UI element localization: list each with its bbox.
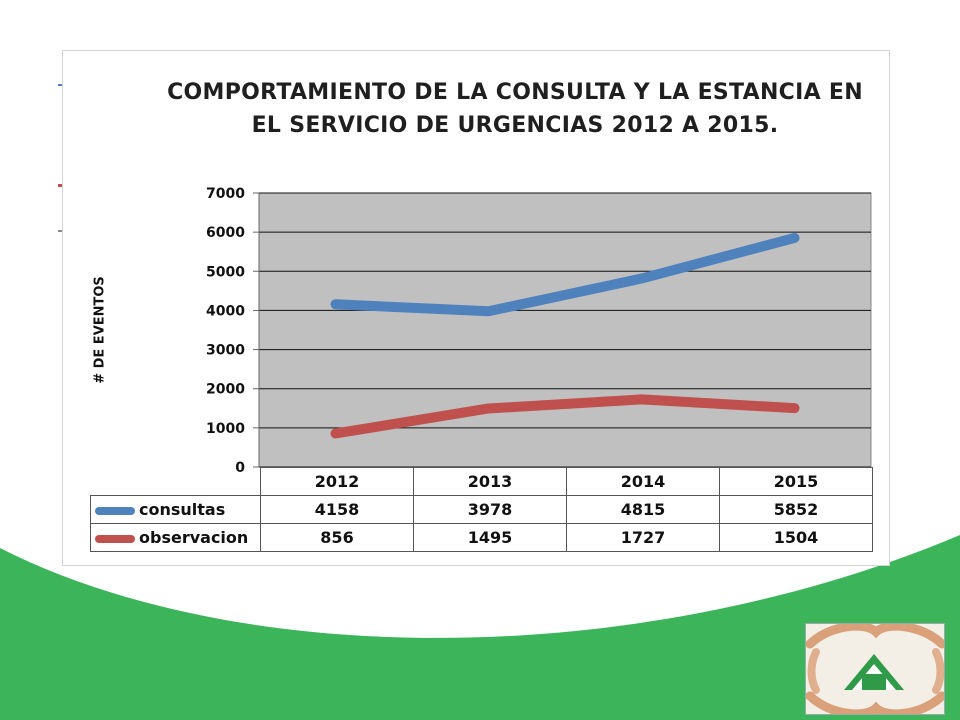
y-tick-label: 4000 <box>206 303 245 319</box>
data-point-consultas <box>640 277 643 280</box>
data-point-consultas <box>334 303 337 306</box>
legend-swatch-observacion <box>95 534 135 543</box>
plot-area <box>258 192 872 468</box>
table-corner-cell <box>90 467 261 496</box>
series-line-observacion <box>330 394 800 439</box>
table-row-observacion: observacion 856 1495 1727 1504 <box>90 523 873 552</box>
data-table: 2012 2013 2014 2015 consultas 4158 3978 … <box>90 467 873 552</box>
data-point-consultas <box>793 236 796 239</box>
legend-label-observacion: observacion <box>139 528 249 547</box>
legend-entry-consultas: consultas <box>90 495 261 524</box>
y-tick-label: 6000 <box>206 225 245 241</box>
series-line-consultas <box>330 232 800 317</box>
table-cell: 3978 <box>413 495 567 524</box>
chart-title: COMPORTAMIENTO DE LA CONSULTA Y LA ESTAN… <box>167 80 863 138</box>
table-row-consultas: consultas 4158 3978 4815 5852 <box>90 495 873 524</box>
y-tick-label: 1000 <box>206 421 245 437</box>
legend-swatch-consultas <box>95 506 135 515</box>
slide-edge-marks <box>58 84 62 232</box>
table-header-row: 2012 2013 2014 2015 <box>90 467 873 496</box>
y-tick-label: 7000 <box>206 186 245 202</box>
data-point-observacion <box>334 432 337 435</box>
table-cell: 1495 <box>413 523 567 552</box>
table-header-2012: 2012 <box>260 467 414 496</box>
data-point-consultas <box>487 310 490 313</box>
table-cell: 4815 <box>566 495 720 524</box>
hands-house-logo <box>805 623 945 715</box>
data-point-observacion <box>487 407 490 410</box>
data-point-observacion <box>793 407 796 410</box>
table-cell: 1504 <box>719 523 873 552</box>
table-header-2013: 2013 <box>413 467 567 496</box>
legend-label-consultas: consultas <box>139 500 226 519</box>
green-swoosh-band <box>0 535 960 720</box>
table-cell: 5852 <box>719 495 873 524</box>
y-tick-label: 5000 <box>206 264 245 280</box>
legend-entry-observacion: observacion <box>90 523 261 552</box>
y-tick-label: 3000 <box>206 343 245 359</box>
table-cell: 4158 <box>260 495 414 524</box>
logo-graphic <box>806 624 944 714</box>
table-cell: 856 <box>260 523 414 552</box>
y-tick-label: 2000 <box>206 382 245 398</box>
table-header-2014: 2014 <box>566 467 720 496</box>
table-cell: 1727 <box>566 523 720 552</box>
data-point-observacion <box>640 398 643 401</box>
table-header-2015: 2015 <box>719 467 873 496</box>
